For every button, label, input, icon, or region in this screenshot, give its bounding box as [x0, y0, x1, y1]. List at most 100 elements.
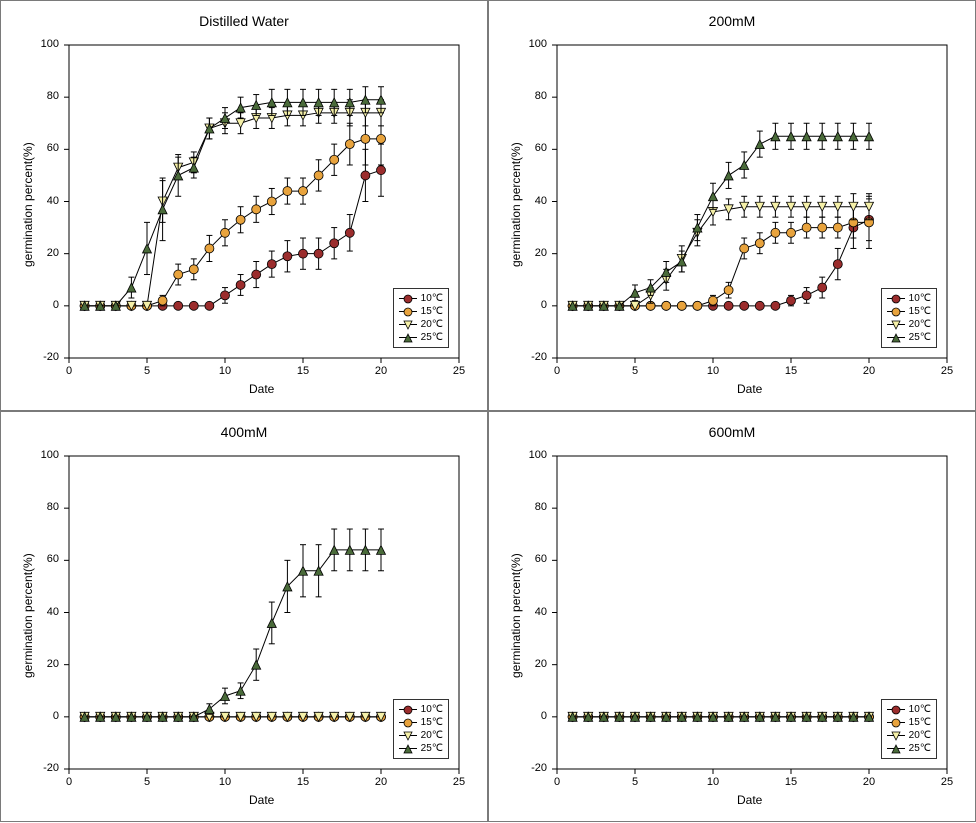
legend-label: 15℃ — [909, 716, 931, 729]
xtick-label: 10 — [703, 776, 723, 788]
legend-label: 25℃ — [421, 331, 443, 344]
ytick-label: 80 — [535, 90, 547, 102]
panel-3: 600mM0510152025-20020406080100germinatio… — [488, 411, 976, 822]
legend-label: 25℃ — [421, 742, 443, 755]
legend-item: 10℃ — [399, 703, 443, 716]
chart-svg — [1, 1, 489, 412]
legend-item: 25℃ — [399, 331, 443, 344]
legend-label: 10℃ — [909, 292, 931, 305]
ytick-label: 0 — [541, 299, 547, 311]
legend-label: 20℃ — [421, 729, 443, 742]
ytick-label: 60 — [535, 553, 547, 565]
ytick-label: -20 — [531, 351, 547, 363]
ytick-label: 20 — [535, 658, 547, 670]
xtick-label: 20 — [371, 365, 391, 377]
ytick-label: 0 — [53, 299, 59, 311]
figure-grid: Distilled Water0510152025-20020406080100… — [0, 0, 976, 822]
ytick-label: 20 — [535, 247, 547, 259]
ytick-label: 40 — [47, 195, 59, 207]
ytick-label: 20 — [47, 247, 59, 259]
legend-item: 20℃ — [887, 318, 931, 331]
xtick-label: 5 — [625, 365, 645, 377]
ytick-label: 100 — [41, 449, 59, 461]
xtick-label: 15 — [781, 365, 801, 377]
legend-item: 15℃ — [887, 716, 931, 729]
x-axis-label: Date — [249, 793, 274, 807]
y-axis-label: germination percent(%) — [21, 553, 35, 678]
panel-2: 400mM0510152025-20020406080100germinatio… — [0, 411, 488, 822]
legend-label: 10℃ — [421, 703, 443, 716]
ytick-label: 0 — [541, 710, 547, 722]
ytick-label: 100 — [529, 38, 547, 50]
xtick-label: 5 — [137, 776, 157, 788]
ytick-label: -20 — [43, 351, 59, 363]
y-axis-label: germination percent(%) — [21, 142, 35, 267]
ytick-label: -20 — [531, 762, 547, 774]
legend-label: 20℃ — [421, 318, 443, 331]
legend-item: 15℃ — [887, 305, 931, 318]
chart-svg — [489, 1, 976, 412]
legend-label: 20℃ — [909, 729, 931, 742]
legend-item: 10℃ — [887, 703, 931, 716]
xtick-label: 10 — [215, 365, 235, 377]
legend: 10℃15℃20℃25℃ — [393, 699, 449, 759]
legend-item: 25℃ — [399, 742, 443, 755]
legend-label: 25℃ — [909, 331, 931, 344]
xtick-label: 25 — [449, 776, 469, 788]
legend-label: 25℃ — [909, 742, 931, 755]
legend-label: 10℃ — [909, 703, 931, 716]
ytick-label: -20 — [43, 762, 59, 774]
xtick-label: 5 — [137, 365, 157, 377]
ytick-label: 0 — [53, 710, 59, 722]
legend-item: 20℃ — [399, 729, 443, 742]
ytick-label: 60 — [535, 142, 547, 154]
xtick-label: 15 — [293, 776, 313, 788]
ytick-label: 40 — [535, 195, 547, 207]
ytick-label: 80 — [47, 501, 59, 513]
legend-label: 10℃ — [421, 292, 443, 305]
legend-item: 10℃ — [887, 292, 931, 305]
legend-item: 25℃ — [887, 742, 931, 755]
legend-label: 15℃ — [421, 305, 443, 318]
xtick-label: 0 — [59, 365, 79, 377]
xtick-label: 25 — [937, 776, 957, 788]
ytick-label: 80 — [47, 90, 59, 102]
chart-svg — [489, 412, 976, 823]
xtick-label: 15 — [293, 365, 313, 377]
x-axis-label: Date — [737, 793, 762, 807]
ytick-label: 60 — [47, 553, 59, 565]
xtick-label: 20 — [371, 776, 391, 788]
xtick-label: 0 — [547, 776, 567, 788]
xtick-label: 15 — [781, 776, 801, 788]
legend-item: 15℃ — [399, 305, 443, 318]
ytick-label: 100 — [529, 449, 547, 461]
ytick-label: 60 — [47, 142, 59, 154]
legend-item: 20℃ — [887, 729, 931, 742]
xtick-label: 20 — [859, 776, 879, 788]
legend-item: 15℃ — [399, 716, 443, 729]
legend-item: 10℃ — [399, 292, 443, 305]
ytick-label: 40 — [535, 606, 547, 618]
ytick-label: 80 — [535, 501, 547, 513]
xtick-label: 10 — [703, 365, 723, 377]
y-axis-label: germination percent(%) — [509, 553, 523, 678]
xtick-label: 5 — [625, 776, 645, 788]
ytick-label: 20 — [47, 658, 59, 670]
panel-1: 200mM0510152025-20020406080100germinatio… — [488, 0, 976, 411]
xtick-label: 10 — [215, 776, 235, 788]
legend-item: 20℃ — [399, 318, 443, 331]
legend-label: 15℃ — [421, 716, 443, 729]
legend-label: 20℃ — [909, 318, 931, 331]
legend: 10℃15℃20℃25℃ — [881, 288, 937, 348]
xtick-label: 0 — [547, 365, 567, 377]
x-axis-label: Date — [249, 382, 274, 396]
ytick-label: 40 — [47, 606, 59, 618]
panel-0: Distilled Water0510152025-20020406080100… — [0, 0, 488, 411]
legend: 10℃15℃20℃25℃ — [393, 288, 449, 348]
y-axis-label: germination percent(%) — [509, 142, 523, 267]
xtick-label: 0 — [59, 776, 79, 788]
chart-svg — [1, 412, 489, 823]
xtick-label: 20 — [859, 365, 879, 377]
xtick-label: 25 — [937, 365, 957, 377]
xtick-label: 25 — [449, 365, 469, 377]
